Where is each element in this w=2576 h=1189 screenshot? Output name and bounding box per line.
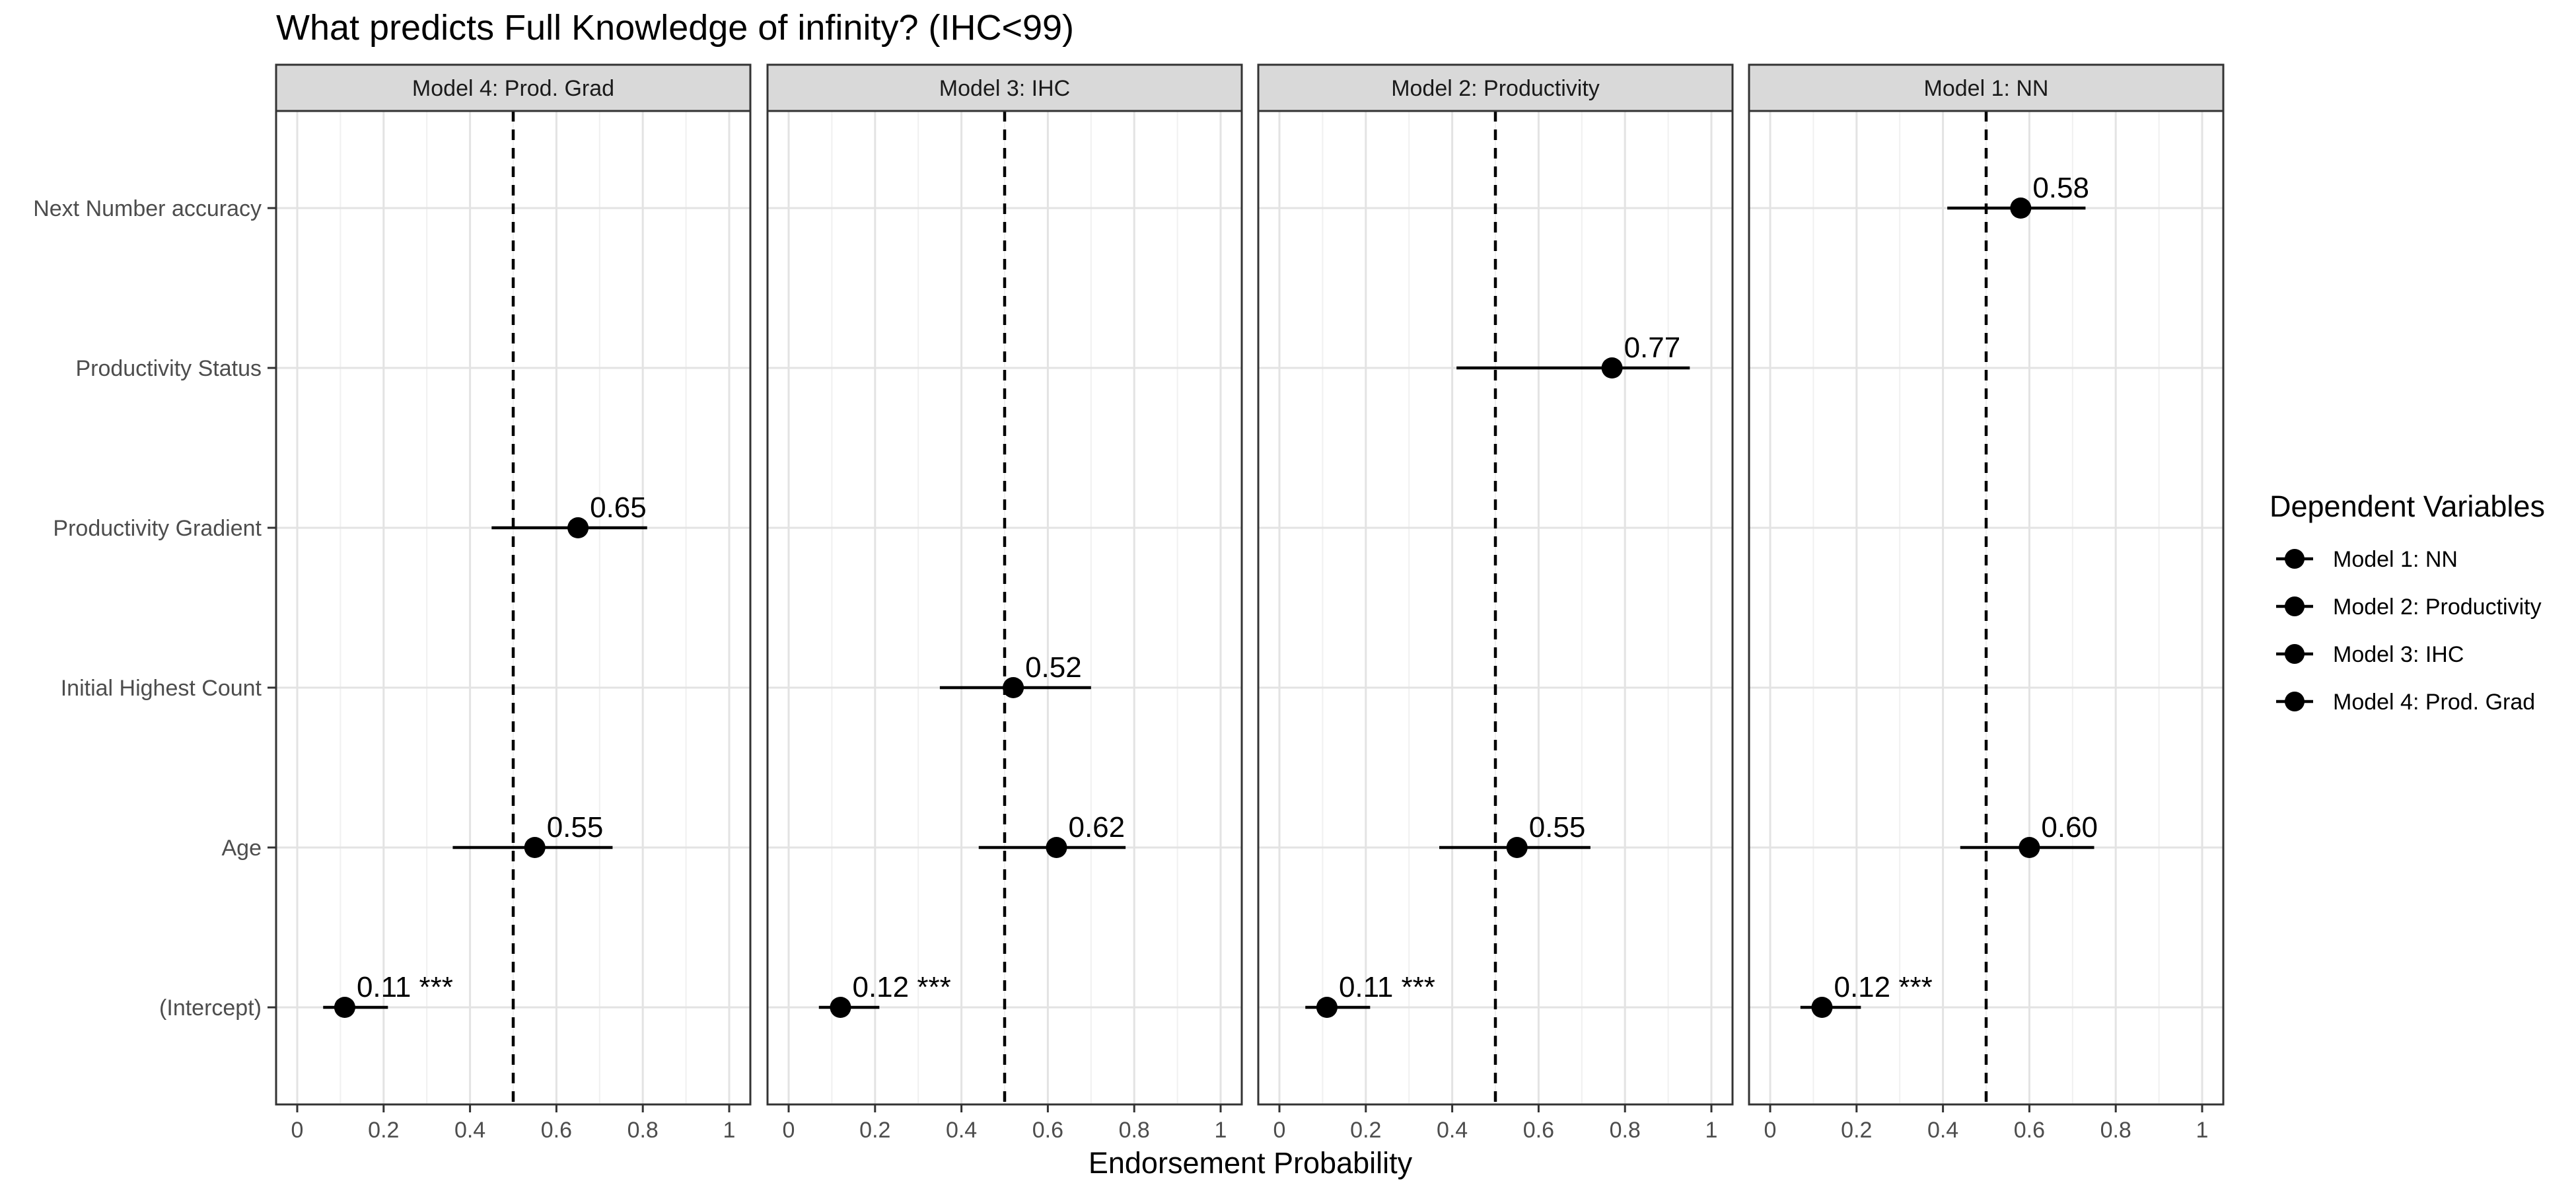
point-estimate <box>2010 198 2032 219</box>
panel-strip <box>275 63 752 112</box>
y-tick-label: Productivity Gradient <box>53 516 262 541</box>
estimate-productivity-status: 0.77 <box>1456 332 1690 378</box>
legend-title: Dependent Variables <box>2270 489 2545 523</box>
x-tick-label: 1 <box>1705 1118 1718 1143</box>
point-estimate <box>1506 837 1528 858</box>
point-estimate <box>567 517 589 538</box>
estimate-label: 0.55 <box>547 811 604 844</box>
x-tick-label: 0.6 <box>1032 1118 1063 1143</box>
panel-strip-label: Model 1: NN <box>1924 76 2049 101</box>
x-tick-label: 0.2 <box>1350 1118 1381 1143</box>
estimate-label: 0.11 *** <box>1339 971 1435 1003</box>
legend-label: Model 3: IHC <box>2333 642 2464 667</box>
point-estimate <box>1601 357 1623 378</box>
x-tick-label: 0 <box>1764 1118 1777 1143</box>
panel-model-3-ihc: 0.52 0.62 0.12 *** Model 3: IHC 0 0.2 0.4 0.6 0.… <box>766 63 1243 1143</box>
estimate-intercept: 0.12 *** <box>818 971 951 1018</box>
estimate-label: 0.65 <box>590 491 647 524</box>
x-tick-label: 1 <box>2196 1118 2209 1143</box>
panel-model-4-prod-grad: 0.65 0.55 0.11 *** Model 4: Prod. Grad 0 0.2 0… <box>275 63 752 1143</box>
x-tick-label: 0.2 <box>859 1118 890 1143</box>
estimate-initial-highest-count: 0.52 <box>939 651 1091 698</box>
x-tick-label: 0.6 <box>541 1118 572 1143</box>
point-estimate <box>1316 997 1338 1018</box>
legend-key-point <box>2285 549 2305 569</box>
x-tick-label: 0.6 <box>2014 1118 2045 1143</box>
estimate-productivity-gradient: 0.65 <box>491 491 647 538</box>
point-estimate <box>524 837 546 858</box>
x-tick-label: 0 <box>783 1118 795 1143</box>
estimate-age: 0.62 <box>978 811 1126 858</box>
estimate-next-number-accuracy: 0.58 <box>1947 172 2089 219</box>
legend-item-model-4-prod-grad: Model 4: Prod. Grad <box>2276 690 2535 715</box>
estimate-label: 0.12 *** <box>852 971 950 1003</box>
y-tick-label: Productivity Status <box>75 356 262 381</box>
x-tick-label: 0.4 <box>1437 1118 1468 1143</box>
x-tick-label: 1 <box>723 1118 736 1143</box>
point-estimate <box>1046 837 1067 858</box>
x-tick-label: 0.4 <box>1927 1118 1958 1143</box>
x-tick-label: 0 <box>291 1118 304 1143</box>
panel-strip-label: Model 4: Prod. Grad <box>412 76 614 101</box>
estimate-label: 0.77 <box>1624 332 1681 364</box>
estimate-label: 0.12 *** <box>1834 971 1932 1003</box>
y-tick-label: Initial Highest Count <box>61 676 262 701</box>
x-tick-label: 0 <box>1273 1118 1286 1143</box>
y-tick-label: Next Number accuracy <box>33 196 262 221</box>
estimate-label: 0.58 <box>2032 172 2089 204</box>
legend-item-model-3-ihc: Model 3: IHC <box>2276 642 2464 667</box>
legend-key-point <box>2285 692 2305 711</box>
estimate-intercept: 0.11 *** <box>1305 971 1435 1018</box>
legend-label: Model 1: NN <box>2333 547 2458 572</box>
panel-strip-label: Model 3: IHC <box>939 76 1070 101</box>
legend-key-point <box>2285 596 2305 616</box>
x-tick-label: 0.8 <box>627 1118 659 1143</box>
x-axis-title: Endorsement Probability <box>1089 1146 1413 1180</box>
panel-model-1-nn: 0.58 0.60 0.12 *** Model 1: NN 0 0.2 0.4 0.6 0.8… <box>1748 63 2225 1143</box>
estimate-label: 0.60 <box>2041 811 2098 844</box>
point-estimate <box>830 997 851 1018</box>
y-tick-label: (Intercept) <box>159 995 262 1021</box>
legend-item-model-2-productivity: Model 2: Productivity <box>2276 594 2542 620</box>
legend-label: Model 2: Productivity <box>2333 594 2542 620</box>
point-estimate <box>2019 837 2040 858</box>
point-estimate <box>334 997 355 1018</box>
x-tick-label: 0.2 <box>1841 1118 1872 1143</box>
x-tick-label: 0.8 <box>2100 1118 2131 1143</box>
x-tick-label: 0.2 <box>368 1118 399 1143</box>
legend-label: Model 4: Prod. Grad <box>2333 690 2535 715</box>
estimate-intercept: 0.11 *** <box>323 971 453 1018</box>
y-tick-label: Age <box>222 836 262 861</box>
legend-key-point <box>2285 644 2305 664</box>
estimate-intercept: 0.12 *** <box>1800 971 1933 1018</box>
panel-model-2-productivity: 0.77 0.55 0.11 *** Model 2: Productivity 0 0.… <box>1257 63 1734 1143</box>
estimate-age: 0.55 <box>1439 811 1591 858</box>
x-tick-label: 1 <box>1215 1118 1227 1143</box>
estimate-age: 0.60 <box>1960 811 2098 858</box>
estimate-age: 0.55 <box>452 811 613 858</box>
legend-item-model-1-nn: Model 1: NN <box>2276 547 2458 572</box>
estimate-label: 0.55 <box>1529 811 1586 844</box>
chart-title: What predicts Full Knowledge of infinity… <box>276 8 1074 48</box>
x-tick-label: 0.8 <box>1610 1118 1641 1143</box>
x-tick-label: 0.4 <box>454 1118 485 1143</box>
estimate-label: 0.52 <box>1025 651 1082 684</box>
panel-strip-label: Model 2: Productivity <box>1391 76 1600 101</box>
point-estimate <box>1003 677 1024 698</box>
x-tick-label: 0.4 <box>946 1118 977 1143</box>
panel-strip <box>766 63 1243 112</box>
x-tick-label: 0.6 <box>1523 1118 1554 1143</box>
estimate-label: 0.11 *** <box>357 971 453 1003</box>
point-estimate <box>1811 997 1833 1018</box>
panel-strip <box>1257 63 1734 112</box>
estimate-label: 0.62 <box>1068 811 1125 844</box>
x-tick-label: 0.8 <box>1119 1118 1150 1143</box>
panel-strip <box>1748 63 2225 112</box>
